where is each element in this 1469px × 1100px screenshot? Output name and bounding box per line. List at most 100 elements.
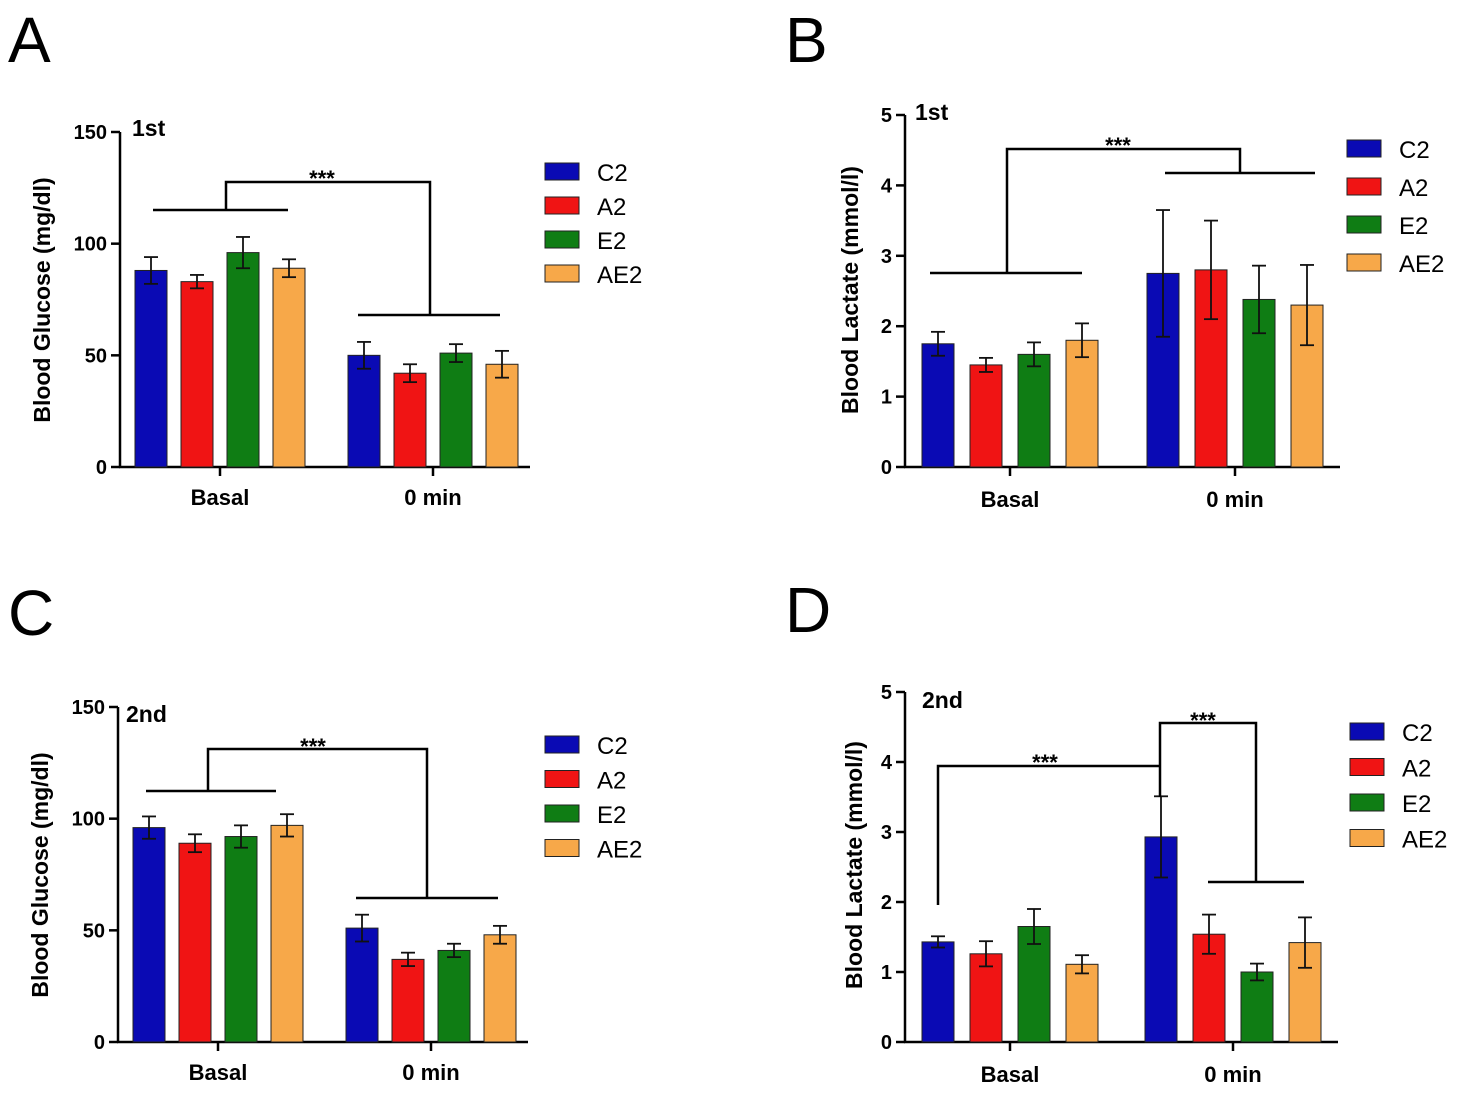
legend-label-c2: C2 bbox=[1399, 137, 1430, 164]
subplot-label: 2nd bbox=[126, 701, 167, 727]
legend-label-a2: A2 bbox=[1399, 175, 1428, 202]
x-category-label: 0 min bbox=[402, 1060, 459, 1085]
bar-ae2-basal bbox=[272, 267, 306, 468]
legend-swatch-a2 bbox=[544, 196, 580, 215]
bar-e2-0min bbox=[1240, 971, 1274, 1043]
subplot-label: 1st bbox=[915, 99, 949, 125]
y-tick-label: 2 bbox=[881, 892, 892, 914]
legend-label-e2: E2 bbox=[1399, 213, 1428, 240]
legend-swatch-c2 bbox=[1346, 139, 1382, 158]
legend-label-c2: C2 bbox=[1402, 720, 1433, 747]
y-tick-label: 3 bbox=[881, 246, 892, 268]
bar-e2-basal bbox=[1017, 926, 1051, 1043]
y-tick-label: 0 bbox=[94, 1032, 105, 1054]
legend-swatch-c2 bbox=[1349, 722, 1385, 741]
bar-a2-basal bbox=[969, 364, 1003, 468]
legend-label-a2: A2 bbox=[597, 194, 626, 221]
chart-panel-d: D 0 1 2 3 4 5 Blood Lactate (mmol/l) 2nd Basal 0 m… bbox=[785, 574, 1447, 1087]
y-tick-label: 50 bbox=[83, 920, 105, 942]
bar-c2-basal bbox=[134, 269, 168, 468]
y-tick-label: 150 bbox=[74, 122, 107, 144]
legend-swatch-ae2 bbox=[1349, 829, 1385, 847]
bar-a2-0min bbox=[391, 958, 425, 1043]
bar-c2-basal bbox=[921, 941, 955, 1043]
x-category-label: Basal bbox=[191, 485, 250, 510]
y-tick-label: 0 bbox=[881, 1032, 892, 1054]
legend-label-ae2: AE2 bbox=[1399, 251, 1444, 278]
y-tick-label: 3 bbox=[881, 822, 892, 844]
significance-bracket bbox=[224, 180, 432, 315]
x-category-label: Basal bbox=[981, 1062, 1040, 1087]
y-axis-title: Blood Lactate (mmol/l) bbox=[841, 741, 867, 989]
y-tick-label: 150 bbox=[72, 697, 105, 719]
y-tick-label: 0 bbox=[96, 457, 107, 479]
legend-label-c2: C2 bbox=[597, 160, 628, 187]
bar-e2-basal bbox=[224, 836, 258, 1043]
bar-c2-basal bbox=[132, 827, 166, 1043]
legend-swatch-ae2 bbox=[1346, 253, 1382, 272]
legend-swatch-a2 bbox=[1346, 177, 1382, 196]
subplot-label: 2nd bbox=[922, 687, 963, 713]
bar-c2-0min bbox=[347, 354, 381, 468]
y-tick-label: 100 bbox=[74, 234, 107, 256]
legend-label-ae2: AE2 bbox=[1402, 827, 1447, 854]
legend-label-ae2: AE2 bbox=[597, 837, 642, 864]
significance-marker: *** bbox=[1032, 750, 1058, 775]
chart-panel-b: B 0 1 2 3 4 5 Blood Lactate (mmol/l) 1st Basal 0 m… bbox=[785, 4, 1444, 512]
x-category-label: 0 min bbox=[1206, 487, 1263, 512]
panel-letter: C bbox=[8, 577, 54, 649]
legend-swatch-ae2 bbox=[544, 264, 580, 283]
significance-marker: *** bbox=[309, 166, 335, 191]
legend-swatch-a2 bbox=[544, 770, 580, 788]
significance-bracket bbox=[1005, 147, 1242, 273]
bar-ae2-basal bbox=[270, 824, 304, 1043]
bar-e2-basal bbox=[1017, 353, 1051, 468]
bar-c2-0min bbox=[345, 927, 379, 1043]
legend-swatch-ae2 bbox=[544, 839, 580, 857]
subplot-label: 1st bbox=[132, 115, 166, 141]
y-tick-label: 1 bbox=[881, 962, 892, 984]
legend-label-a2: A2 bbox=[1402, 756, 1431, 783]
significance-bracket bbox=[936, 764, 1160, 905]
legend-swatch-c2 bbox=[544, 162, 580, 181]
significance-marker: *** bbox=[300, 734, 326, 759]
x-category-label: Basal bbox=[981, 487, 1040, 512]
chart-panel-c: C 0 50 100 150 Blood Glucose (mg/dl) 2nd Basal 0… bbox=[8, 577, 642, 1085]
significance-bracket bbox=[1158, 721, 1258, 882]
panel-letter: B bbox=[785, 4, 828, 76]
y-tick-label: 50 bbox=[85, 345, 107, 367]
legend-label-ae2: AE2 bbox=[597, 262, 642, 289]
y-tick-label: 0 bbox=[881, 457, 892, 479]
legend-label-e2: E2 bbox=[597, 228, 626, 255]
y-tick-label: 5 bbox=[881, 682, 892, 704]
significance-marker: *** bbox=[1105, 133, 1131, 158]
bar-ae2-0min bbox=[485, 363, 519, 468]
significance-marker: *** bbox=[1190, 708, 1216, 733]
bar-e2-0min bbox=[437, 949, 471, 1043]
significance-bracket bbox=[206, 747, 429, 898]
legend-swatch-c2 bbox=[544, 735, 580, 754]
bar-a2-basal bbox=[178, 842, 212, 1043]
legend-swatch-e2 bbox=[544, 230, 580, 249]
y-tick-label: 4 bbox=[881, 175, 893, 197]
bar-ae2-basal bbox=[1065, 963, 1099, 1043]
bar-e2-basal bbox=[226, 252, 260, 468]
x-category-label: 0 min bbox=[404, 485, 461, 510]
chart-panel-a: A 0 50 100 150 Blood Glucose (mg/dl) 1st Basal 0… bbox=[8, 4, 642, 510]
y-axis-title: Blood Glucose (mg/dl) bbox=[29, 177, 55, 422]
y-tick-label: 5 bbox=[881, 105, 892, 127]
legend-label-e2: E2 bbox=[1402, 791, 1431, 818]
y-tick-label: 4 bbox=[881, 752, 893, 774]
x-category-label: Basal bbox=[189, 1060, 248, 1085]
y-tick-label: 100 bbox=[72, 809, 105, 831]
legend-label-a2: A2 bbox=[597, 768, 626, 795]
legend-swatch-e2 bbox=[1349, 793, 1385, 812]
bar-a2-basal bbox=[180, 281, 214, 468]
legend-swatch-a2 bbox=[1349, 758, 1385, 776]
bar-ae2-basal bbox=[1065, 339, 1099, 468]
bar-ae2-0min bbox=[483, 934, 517, 1043]
legend-label-e2: E2 bbox=[597, 802, 626, 829]
bar-a2-0min bbox=[393, 372, 427, 468]
bar-a2-basal bbox=[969, 953, 1003, 1043]
